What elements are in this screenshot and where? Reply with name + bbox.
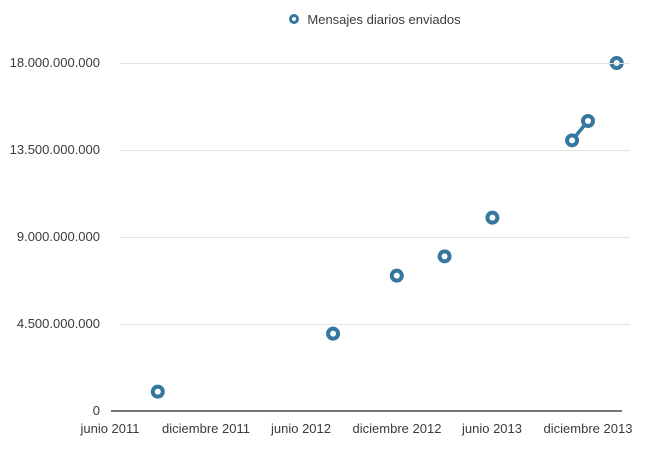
- y-axis-tick-label: 4.500.000.000: [16, 316, 100, 331]
- gridline: [120, 237, 630, 238]
- x-axis-tick-label: junio 2013: [462, 421, 522, 436]
- x-axis-tick-label: diciembre 2013: [543, 421, 633, 436]
- data-point-marker: [150, 384, 165, 399]
- x-axis-line: [111, 410, 622, 412]
- data-point-marker: [389, 268, 404, 283]
- gridline: [120, 63, 630, 64]
- y-axis-tick-label: 9.000.000.000: [16, 229, 100, 244]
- y-axis-tick-label: 0: [92, 403, 100, 418]
- x-axis-tick-label: diciembre 2011: [162, 421, 250, 436]
- x-axis-tick-label: diciembre 2012: [352, 421, 442, 436]
- x-axis-tick-label: junio 2012: [271, 421, 331, 436]
- y-axis-tick-label: 13.500.000.000: [9, 142, 100, 157]
- gridline: [120, 150, 630, 151]
- series-marker-icon: [289, 14, 300, 24]
- gridline: [120, 324, 630, 325]
- data-point-marker: [326, 326, 341, 341]
- data-point-marker: [565, 133, 580, 148]
- data-point-marker: [437, 249, 452, 264]
- x-axis-tick-label: junio 2011: [80, 421, 140, 436]
- chart-legend[interactable]: Mensajes diarios enviados: [120, 10, 630, 28]
- data-point-marker: [485, 210, 500, 225]
- data-point-marker: [580, 114, 595, 129]
- y-axis-tick-label: 18.000.000.000: [9, 55, 100, 70]
- series-legend-label: Mensajes diarios enviados: [307, 11, 461, 27]
